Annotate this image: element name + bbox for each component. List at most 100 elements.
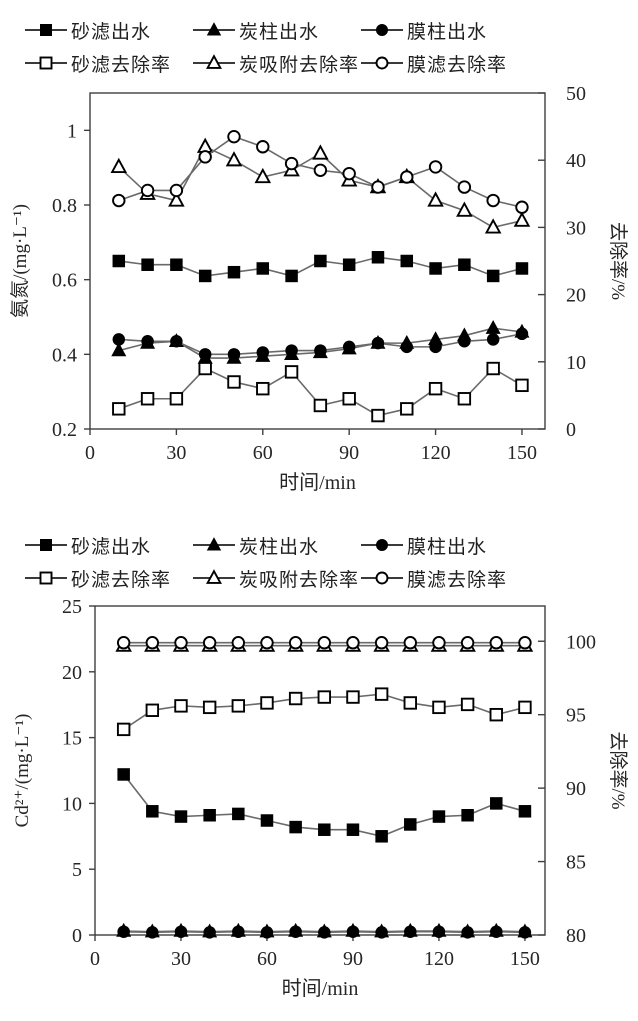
data-point — [458, 258, 471, 271]
data-point — [404, 818, 417, 831]
legend-label: 膜滤去除率 — [407, 569, 508, 591]
legend-item: 炭柱出水 — [192, 18, 360, 43]
data-point — [375, 830, 388, 843]
data-point — [169, 392, 184, 406]
y-right-tick-label: 90 — [566, 778, 586, 800]
data-point — [112, 333, 126, 346]
data-point — [141, 258, 154, 271]
data-point — [518, 805, 532, 818]
x-tick-label: 150 — [507, 442, 537, 464]
data-point — [117, 925, 130, 938]
square-filled-legend-icon — [25, 24, 67, 36]
data-point — [429, 340, 442, 354]
data-point — [174, 699, 188, 713]
data-point — [256, 262, 270, 275]
legend-label: 膜柱出水 — [407, 536, 488, 558]
data-point — [400, 402, 414, 416]
data-point — [318, 823, 331, 836]
cadmium-chart: 0 30 60 90 120 150 0 5 10 15 20 25 80 85 90 95 100 时间/min… — [12, 598, 629, 1000]
data-point — [232, 807, 245, 821]
data-point — [289, 820, 302, 834]
data-point — [342, 340, 356, 354]
legend-item: 炭柱出水 — [192, 533, 360, 558]
y-right-tick-label: 40 — [566, 150, 586, 172]
square-open-legend-icon — [25, 56, 67, 70]
legend-marker — [39, 56, 53, 70]
legend-label: 砂滤出水 — [71, 21, 152, 43]
y-left-tick-label: 0 — [72, 925, 82, 947]
data-point — [486, 333, 500, 346]
legend-item: 炭吸附去除率 — [192, 566, 360, 591]
data-point — [403, 696, 417, 710]
data-point — [346, 690, 360, 704]
legend-label: 膜柱出水 — [407, 21, 488, 43]
legend-label: 膜滤去除率 — [407, 54, 508, 76]
data-point — [260, 814, 274, 827]
data-point — [513, 211, 531, 227]
data-point — [342, 166, 356, 181]
triangle-open-legend-icon — [193, 569, 235, 584]
data-point — [174, 925, 188, 938]
data-point — [196, 137, 214, 153]
x-tick-label: 150 — [510, 948, 540, 970]
data-point — [371, 251, 385, 264]
x-tick-label: 30 — [166, 442, 186, 464]
y-right-tick-label: 50 — [566, 85, 586, 105]
data-point — [371, 180, 385, 194]
x-axis-title: 时间/min — [282, 977, 359, 1000]
data-point — [460, 697, 475, 712]
legend-marker — [40, 539, 52, 551]
data-point — [371, 408, 385, 423]
data-point — [429, 262, 442, 275]
data-point — [254, 167, 272, 184]
legend-chart-cadmium: 砂滤出水 炭柱出水 膜柱出水 砂滤去除率 炭吸附去除率 膜滤去除率 — [24, 533, 508, 591]
y-left-tick-label: 0.8 — [52, 195, 77, 217]
data-point — [432, 925, 446, 938]
data-point — [432, 810, 446, 823]
legend-label: 炭柱出水 — [239, 536, 320, 558]
data-point — [486, 361, 500, 376]
data-point — [404, 925, 417, 938]
data-point — [317, 636, 331, 650]
data-point — [170, 335, 183, 348]
data-point — [346, 823, 360, 836]
legend-item: 膜滤去除率 — [360, 566, 508, 591]
data-point — [285, 269, 298, 283]
data-point — [432, 700, 446, 715]
data-point — [485, 320, 501, 334]
legend-item: 膜滤去除率 — [360, 51, 508, 76]
data-point — [203, 926, 216, 939]
ammonia-chart: 0 30 60 90 120 1500.20.40.60.8101020304050时间/… — [9, 85, 629, 494]
x-tick-label: 30 — [171, 948, 191, 970]
y-right-axis-title: 去除率/% — [607, 731, 629, 809]
data-point — [169, 183, 184, 198]
data-point — [174, 810, 188, 823]
data-point — [457, 180, 472, 194]
data-point — [518, 700, 532, 715]
data-point — [117, 768, 130, 781]
data-point — [342, 392, 356, 406]
data-point — [168, 191, 185, 207]
data-point — [140, 183, 155, 198]
legend-marker — [376, 539, 388, 551]
circle-open-legend-icon — [361, 571, 403, 585]
plot-box — [89, 92, 546, 430]
data-point — [428, 160, 443, 174]
data-point — [170, 258, 183, 271]
data-point — [428, 381, 443, 396]
triangle-filled-legend-icon — [193, 537, 235, 551]
data-point — [432, 636, 446, 650]
y-right-axis-title: 去除率/% — [607, 222, 629, 300]
data-point — [371, 336, 385, 350]
legend-item: 砂滤去除率 — [24, 566, 192, 591]
data-point — [112, 402, 126, 416]
data-point — [140, 392, 155, 406]
legend-marker — [39, 571, 53, 585]
data-point — [490, 797, 503, 810]
data-point — [400, 254, 414, 268]
data-point — [518, 636, 532, 650]
data-point — [489, 707, 503, 722]
circle-open-legend-icon — [361, 56, 403, 70]
data-point — [457, 392, 472, 406]
data-point — [461, 926, 474, 939]
